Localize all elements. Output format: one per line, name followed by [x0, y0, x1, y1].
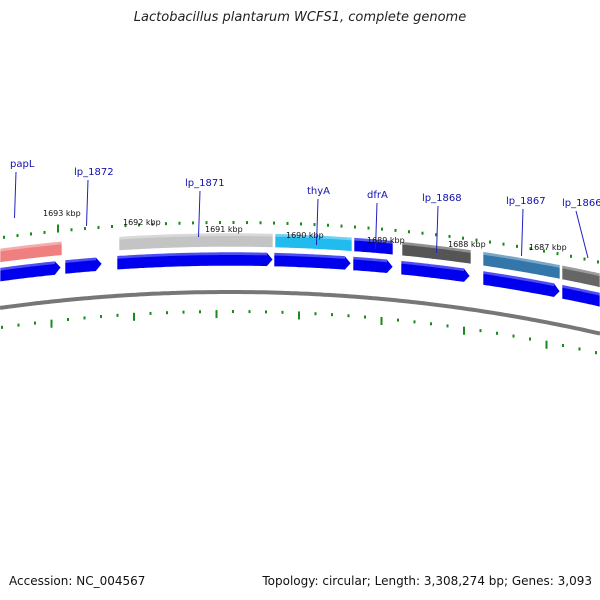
cds-highlight: [353, 256, 387, 263]
feature-highlight: [483, 251, 560, 268]
cds-highlight: [65, 257, 96, 263]
scale-label-1689: 1689 kbp: [367, 236, 405, 245]
topology-summary: Topology: circular; Length: 3,308,274 bp…: [262, 574, 592, 588]
gene-labels: papL lp_1872 lp_1871 thyA dfrA lp_1868 l…: [10, 159, 600, 209]
gene-label-lp-1866: lp_1866: [562, 198, 600, 209]
scale-ticks: [1, 221, 599, 355]
cds-arrow: [352, 256, 394, 274]
feature-block-thya: [274, 233, 353, 252]
gene-label-thya: thyA: [307, 186, 330, 197]
feature-highlight: [275, 233, 352, 241]
cds-arrow: [561, 284, 600, 308]
feature-highlight: [354, 237, 393, 244]
scale-labels: 1693 kbp 1692 kbp 1691 kbp 1690 kbp 1689…: [43, 209, 567, 252]
gene-label-lp-1868: lp_1868: [422, 193, 462, 204]
leader-line: [316, 198, 319, 246]
cds-arrow: [116, 251, 274, 271]
feature-highlight: [119, 233, 273, 240]
cds-highlight: [401, 260, 464, 272]
gene-label-lp-1867: lp_1867: [506, 196, 546, 207]
backbone-arc: [0, 290, 600, 336]
leader-line: [436, 205, 439, 254]
scale-label-1693: 1693 kbp: [43, 209, 81, 218]
scale-label-1692: 1692 kbp: [123, 218, 161, 227]
gene-label-lp-1872: lp_1872: [74, 167, 114, 178]
map-title: Lactobacillus plantarum WCFS1, complete …: [133, 10, 467, 25]
cds-arrow: [0, 260, 62, 283]
scale-label-1691: 1691 kbp: [205, 225, 243, 234]
cds-arrow: [64, 257, 103, 275]
gene-label-paplp: papL: [10, 159, 35, 170]
cds-arrow: [482, 270, 561, 298]
feature-track: [0, 232, 600, 288]
scale-label-1687: 1687 kbp: [529, 243, 567, 252]
gene-label-dfra: dfrA: [367, 190, 388, 201]
cds-highlight: [562, 284, 600, 296]
cds-highlight: [483, 270, 554, 287]
cds-highlight: [274, 252, 345, 259]
leader-lines: [14, 171, 589, 259]
scale-label-1690: 1690 kbp: [286, 231, 324, 240]
cds-highlight: [0, 261, 55, 271]
feature-block-lp-1867: [482, 251, 561, 280]
leader-line: [575, 210, 589, 259]
cds-arrow: [273, 252, 352, 271]
cds-track: [0, 251, 600, 308]
backbone: [0, 290, 600, 336]
feature-block-lp-1871: [118, 232, 274, 251]
leader-line: [14, 171, 17, 219]
feature-block-dfra: [353, 237, 394, 256]
gene-label-lp-1871: lp_1871: [185, 178, 225, 189]
feature-block-papl: [0, 240, 63, 263]
scale-label-1688: 1688 kbp: [448, 240, 486, 249]
cds-arrow: [400, 260, 471, 283]
leader-line: [86, 179, 89, 227]
leader-line: [198, 190, 201, 238]
leader-line: [521, 208, 524, 257]
feature-highlight: [562, 265, 600, 277]
accession-text: Accession: NC_004567: [9, 574, 146, 588]
feature-highlight: [0, 241, 62, 252]
feature-block-lp-1866: [561, 264, 600, 288]
leader-line: [375, 202, 378, 250]
cds-highlight: [117, 252, 267, 259]
